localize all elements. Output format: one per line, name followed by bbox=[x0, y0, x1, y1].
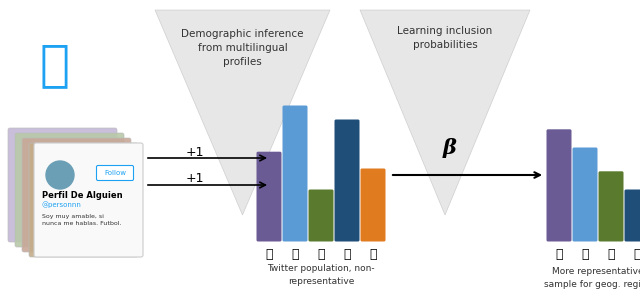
Text: +1: +1 bbox=[186, 173, 204, 185]
FancyBboxPatch shape bbox=[282, 105, 307, 241]
FancyBboxPatch shape bbox=[547, 129, 572, 241]
FancyBboxPatch shape bbox=[573, 148, 598, 241]
Text: Twitter population, non-
representative: Twitter population, non- representative bbox=[267, 264, 375, 286]
FancyBboxPatch shape bbox=[360, 168, 385, 241]
FancyBboxPatch shape bbox=[97, 165, 134, 181]
FancyBboxPatch shape bbox=[598, 171, 623, 241]
Text: More representative
sample for geog. region: More representative sample for geog. reg… bbox=[544, 267, 640, 289]
FancyBboxPatch shape bbox=[22, 138, 131, 252]
Polygon shape bbox=[155, 10, 330, 215]
Text: 👩: 👩 bbox=[265, 249, 273, 262]
FancyBboxPatch shape bbox=[335, 119, 360, 241]
Polygon shape bbox=[360, 10, 530, 215]
FancyBboxPatch shape bbox=[257, 152, 282, 241]
Text: 👩: 👩 bbox=[556, 249, 563, 262]
Text: Follow: Follow bbox=[104, 170, 126, 176]
Text: Soy muy amable, si
nunca me hablas. Futbol.: Soy muy amable, si nunca me hablas. Futb… bbox=[42, 214, 122, 226]
Text: Demographic inference
from multilingual
profiles: Demographic inference from multilingual … bbox=[181, 29, 304, 67]
Circle shape bbox=[46, 161, 74, 189]
Text: 🧔: 🧔 bbox=[581, 249, 589, 262]
FancyBboxPatch shape bbox=[625, 190, 640, 241]
FancyBboxPatch shape bbox=[29, 143, 138, 257]
FancyBboxPatch shape bbox=[308, 190, 333, 241]
FancyBboxPatch shape bbox=[8, 128, 117, 242]
Text: 👴: 👴 bbox=[607, 249, 615, 262]
Text: @personnn: @personnn bbox=[42, 202, 82, 208]
Text: 👴: 👴 bbox=[317, 249, 324, 262]
Text: Learning inclusion
probabilities: Learning inclusion probabilities bbox=[397, 26, 493, 50]
Text: β: β bbox=[443, 138, 457, 158]
Text: +1: +1 bbox=[186, 145, 204, 159]
Text: 👶: 👶 bbox=[633, 249, 640, 262]
Text: 🧔: 🧔 bbox=[291, 249, 299, 262]
FancyBboxPatch shape bbox=[15, 133, 124, 247]
Text: Perfil De Alguien: Perfil De Alguien bbox=[42, 190, 123, 199]
Text: 👶: 👶 bbox=[343, 249, 351, 262]
FancyBboxPatch shape bbox=[34, 143, 143, 257]
Text: 🏭: 🏭 bbox=[369, 249, 377, 262]
Text: 🐦: 🐦 bbox=[40, 41, 70, 89]
